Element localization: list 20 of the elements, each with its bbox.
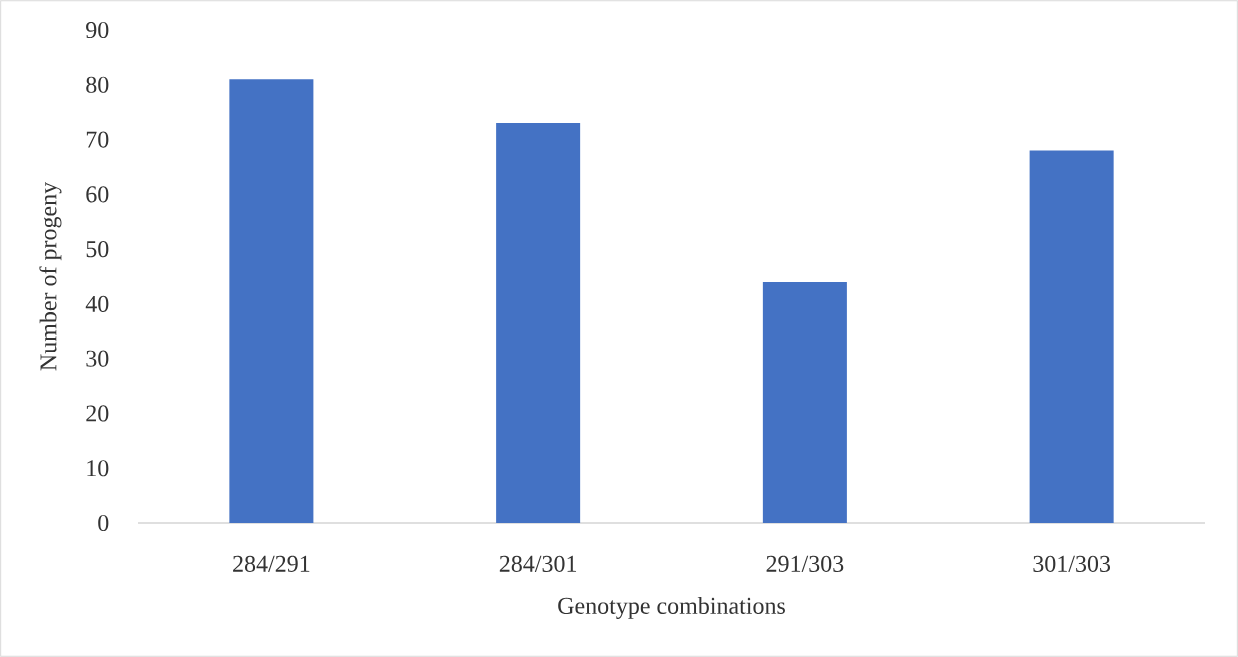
y-tick-label: 40 [85,295,109,312]
x-tick-label: 284/291 [233,555,310,572]
x-axis-title: Genotype combinations [558,597,785,619]
x-tick-label: 291/303 [766,555,844,572]
y-tick-label: 10 [87,460,109,477]
bar [496,123,581,523]
y-tick-label: 60 [86,186,109,203]
y-axis-title: Number of progeny [39,181,62,371]
y-tick-label: 20 [86,405,109,422]
bar [229,79,314,523]
bar [762,281,847,523]
y-tick-label: 70 [86,131,109,148]
bar [1029,150,1114,523]
x-tick-label: 301/303 [1033,555,1111,572]
y-tick-label: 80 [86,76,109,93]
y-tick-label: 90 [86,21,109,39]
y-tick-label: 0 [98,514,109,532]
x-tick-label: 284/301 [499,555,577,572]
y-tick-label: 30 [86,350,109,367]
y-tick-label: 50 [86,241,109,258]
